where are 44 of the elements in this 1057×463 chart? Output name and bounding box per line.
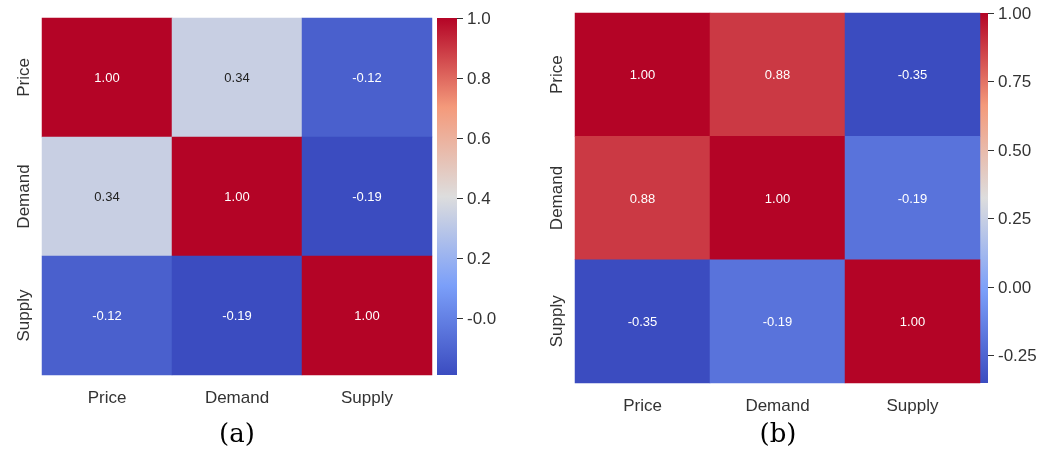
x-tick-label: Price (623, 396, 662, 415)
x-tick-label: Supply (341, 388, 394, 407)
data-label: -0.19 (352, 189, 382, 204)
color-bar-label: 1.0 (467, 8, 491, 28)
x-tick-label: Demand (204, 388, 270, 407)
x-tick-label: Supply (886, 396, 939, 415)
y-tick-label: Price (14, 58, 33, 97)
y-tick-label: Demand (547, 165, 566, 231)
data-label: 1.00 (899, 313, 926, 329)
color-bar-label: 1.00 (998, 3, 1032, 23)
data-label: 1.00 (764, 190, 791, 206)
data-label: -0.35 (897, 67, 928, 83)
data-label: 0.34 (224, 70, 250, 85)
data-label: -0.12 (92, 308, 122, 323)
data-label: 1.00 (629, 67, 656, 83)
color-bar-label: 0.50 (998, 140, 1032, 160)
x-tick-label: Price (87, 388, 127, 407)
data-label: 0.34 (94, 189, 120, 204)
x-tick-label: Demand (745, 396, 810, 415)
data-label: 1.00 (224, 189, 250, 204)
text: (b) (759, 418, 797, 448)
data-label: 0.88 (629, 190, 656, 206)
data-label: -0.35 (627, 313, 658, 329)
color-bar-label: -0.0 (467, 308, 497, 328)
color-bar-label: 0.00 (998, 277, 1032, 297)
y-tick-label: Supply (547, 294, 566, 348)
data-label: -0.19 (762, 313, 793, 329)
y-tick-label: Demand (14, 164, 33, 229)
y-tick-label: Supply (14, 289, 33, 342)
data-label: 0.88 (764, 67, 791, 83)
text: (a) (219, 418, 255, 448)
color-bar-label: 0.75 (998, 72, 1032, 92)
data-label: -0.19 (897, 190, 928, 206)
color-bar-label: 0.25 (998, 209, 1032, 229)
color-bar-label: 0.4 (467, 188, 491, 208)
color-bar-label: -0.25 (998, 346, 1037, 366)
color-bar-label: 0.6 (467, 128, 491, 148)
y-tick-label: Price (547, 55, 566, 95)
data-label: 1.00 (94, 70, 120, 85)
data-label: 1.00 (354, 308, 380, 323)
color-bar-label: 0.2 (467, 248, 491, 268)
data-label: -0.12 (352, 70, 382, 85)
color-bar-label: 0.8 (467, 68, 491, 88)
data-label: -0.19 (222, 308, 252, 323)
